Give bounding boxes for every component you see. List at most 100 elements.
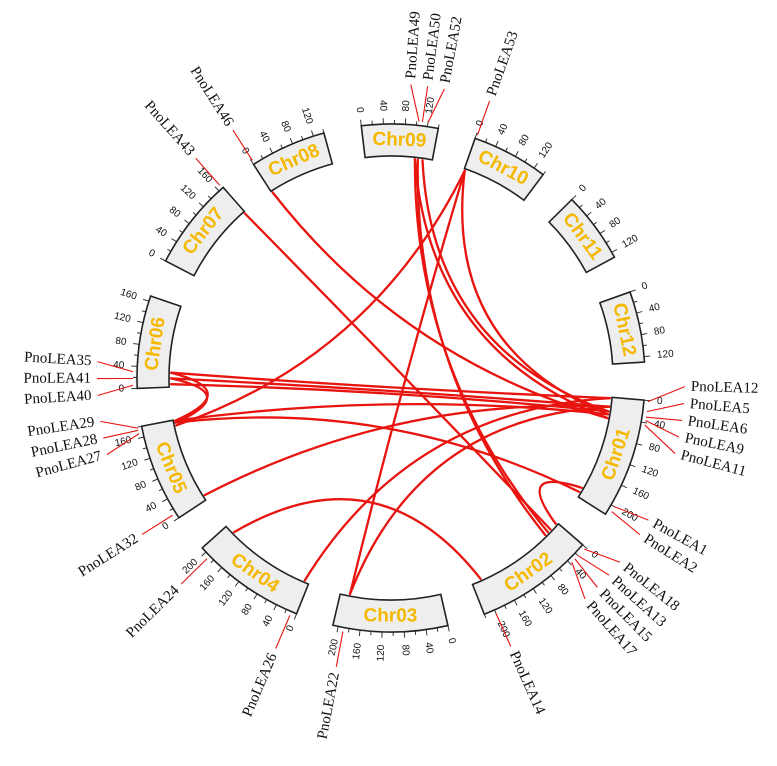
tick-label: 120	[620, 233, 640, 251]
chromosome-label: Chr03	[363, 605, 417, 626]
synteny-links	[169, 158, 612, 596]
tick-mark	[198, 202, 204, 208]
tick-mark	[301, 135, 304, 140]
tick-mark	[173, 517, 180, 522]
tick-mark	[136, 332, 142, 334]
tick-mark	[184, 219, 190, 225]
tick-mark	[474, 132, 478, 139]
chromosome-chr03: Chr03 0 40 80 120 160 200	[327, 593, 458, 662]
synteny-link	[175, 169, 466, 427]
synteny-link	[413, 158, 550, 534]
chromosome-band	[471, 522, 584, 616]
tick-label: 120	[217, 588, 236, 608]
tick-mark	[360, 119, 362, 126]
tick-label: 0	[239, 146, 251, 157]
gene-leader-line	[100, 420, 139, 429]
gene-leader-line	[232, 129, 253, 161]
tick-label: 40	[377, 100, 388, 112]
tick-mark	[586, 211, 592, 217]
gene-leader-line	[275, 615, 291, 649]
chromosome-band	[463, 137, 545, 202]
tick-mark	[234, 581, 240, 587]
tick-mark	[483, 614, 487, 619]
tick-label: 120	[536, 596, 555, 616]
tick-label: 0	[657, 396, 664, 407]
tick-label: 0	[147, 248, 157, 261]
tick-mark	[169, 508, 174, 511]
tick-mark	[358, 630, 361, 637]
gene-leader-line	[583, 548, 621, 563]
tick-label: 0	[474, 119, 486, 128]
gene-marker: PnoLEA5	[646, 396, 750, 417]
chromosome-band	[140, 419, 207, 519]
tick-mark	[227, 574, 231, 578]
gene-marker: PnoLEA41	[23, 371, 134, 387]
gene-label: PnoLEA46	[187, 64, 237, 130]
chromosome-label: Chr09	[372, 129, 427, 152]
gene-label: PnoLEA14	[506, 649, 548, 718]
chromosome-band	[164, 186, 246, 277]
gene-label: PnoLEA35	[24, 350, 92, 370]
tick-label: 80	[115, 336, 128, 348]
tick-mark	[179, 229, 183, 233]
tick-mark	[280, 144, 283, 149]
gene-marker: PnoLEA32	[76, 514, 173, 580]
tick-mark	[142, 447, 147, 450]
tick-mark	[201, 551, 207, 557]
tick-label: 40	[256, 129, 271, 144]
tick-mark	[293, 613, 297, 620]
tick-mark	[436, 627, 439, 632]
tick-mark	[611, 248, 618, 253]
gene-label: PnoLEA32	[76, 531, 142, 580]
tick-mark	[532, 588, 537, 594]
tick-label: 160	[516, 609, 534, 629]
gene-leader-line	[97, 384, 134, 397]
tick-mark	[633, 300, 638, 303]
gene-marker: PnoLEA24	[123, 558, 208, 641]
tick-mark	[137, 425, 142, 428]
synteny-link	[243, 212, 552, 531]
synteny-link	[461, 169, 610, 416]
gene-leader-line	[495, 613, 512, 647]
tick-label: 80	[653, 325, 666, 338]
gene-leader-line	[195, 157, 221, 186]
tick-mark	[437, 124, 440, 129]
tick-mark	[541, 581, 545, 586]
gene-marker: PnoLEA35	[24, 350, 134, 373]
tick-label: 40	[144, 500, 159, 515]
tick-mark	[447, 625, 450, 632]
tick-label: 160	[631, 486, 651, 503]
gene-label: PnoLEA24	[123, 582, 183, 641]
tick-mark	[639, 322, 644, 325]
tick-label: 80	[167, 205, 183, 221]
tick-mark	[621, 484, 627, 489]
synteny-link	[538, 480, 583, 525]
tick-mark	[641, 333, 648, 336]
tick-label: 120	[178, 183, 198, 203]
tick-mark	[284, 609, 287, 614]
tick-mark	[160, 257, 166, 262]
tick-mark	[641, 421, 648, 424]
tick-label: 160	[114, 435, 133, 450]
tick-label: 120	[537, 140, 556, 160]
synteny-link	[174, 403, 610, 422]
synteny-link	[348, 169, 466, 596]
chromosome-band	[577, 396, 645, 516]
gene-label: PnoLEA5	[689, 396, 750, 417]
gene-leader-line	[427, 88, 445, 123]
tick-mark	[149, 468, 154, 471]
tick-mark	[593, 221, 597, 226]
tick-label: 0	[640, 280, 649, 292]
tick-mark	[582, 544, 588, 550]
tick-mark	[574, 552, 579, 556]
gene-leader-line	[644, 424, 676, 454]
tick-label: 80	[648, 442, 662, 456]
tick-label: 40	[113, 360, 125, 372]
